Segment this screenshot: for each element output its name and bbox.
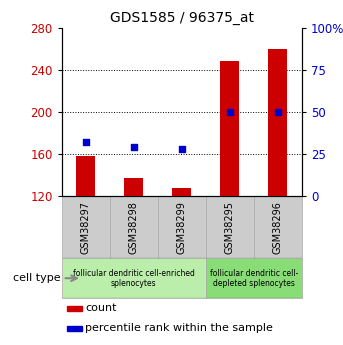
Text: count: count [85,303,117,313]
Point [83,139,88,145]
Point [275,109,281,115]
Bar [206,196,254,258]
Title: GDS1585 / 96375_at: GDS1585 / 96375_at [110,11,254,25]
Bar [67,306,82,310]
Bar [254,196,302,258]
Text: GSM38295: GSM38295 [225,201,235,254]
Text: GSM38296: GSM38296 [273,201,283,254]
Bar [268,49,287,196]
Bar [62,196,110,258]
Bar [110,196,158,258]
Bar [67,326,82,331]
Bar [172,188,191,196]
Bar [124,178,143,196]
Text: cell type: cell type [13,273,61,283]
Point [227,109,233,115]
Bar [158,196,206,258]
Text: GSM38297: GSM38297 [81,201,91,254]
Bar [62,258,206,298]
Text: follicular dendritic cell-
depleted splenocytes: follicular dendritic cell- depleted sple… [210,268,298,288]
Text: percentile rank within the sample: percentile rank within the sample [85,323,273,333]
Text: follicular dendritic cell-enriched
splenocytes: follicular dendritic cell-enriched splen… [73,268,195,288]
Text: GSM38298: GSM38298 [129,201,139,254]
Point [179,146,185,152]
Bar [76,156,95,196]
Bar [206,258,302,298]
Text: GSM38299: GSM38299 [177,201,187,254]
Point [131,145,137,150]
Bar [220,61,239,196]
